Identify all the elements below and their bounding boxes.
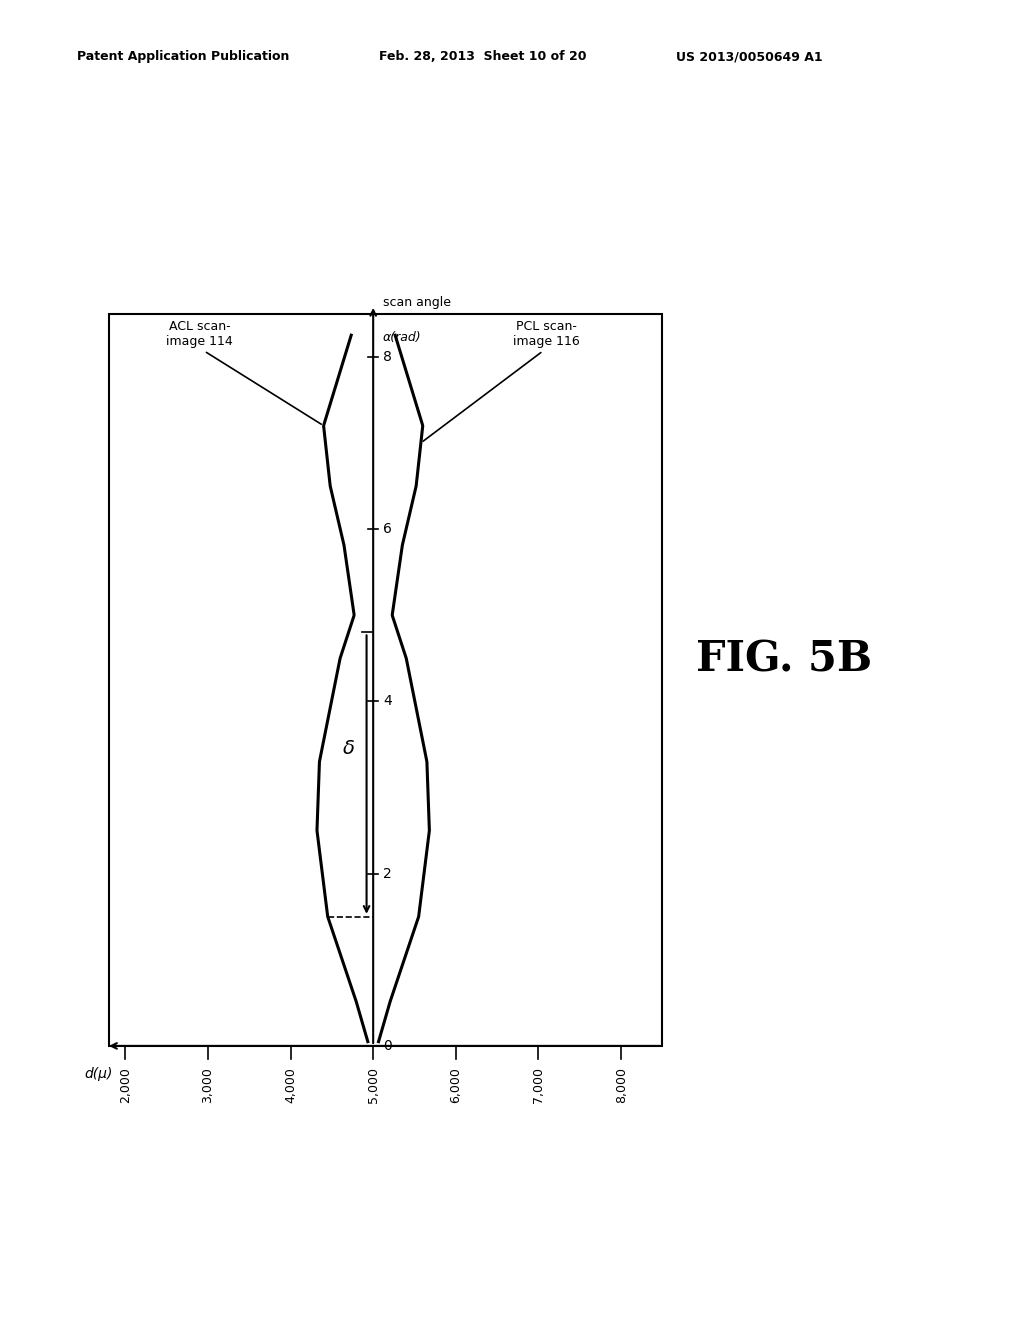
Text: 7,000: 7,000 bbox=[532, 1068, 545, 1104]
Bar bbox=[109, 314, 663, 1045]
Text: 4: 4 bbox=[383, 694, 392, 709]
Text: scan angle: scan angle bbox=[383, 297, 452, 309]
Text: 8: 8 bbox=[383, 350, 392, 364]
Text: 5,000: 5,000 bbox=[367, 1068, 380, 1104]
Text: 2,000: 2,000 bbox=[119, 1068, 132, 1104]
Text: Patent Application Publication: Patent Application Publication bbox=[77, 50, 289, 63]
Text: 0: 0 bbox=[383, 1039, 392, 1053]
Text: FIG. 5B: FIG. 5B bbox=[696, 639, 872, 681]
Text: PCL scan-
image 116: PCL scan- image 116 bbox=[423, 321, 581, 441]
Text: ACL scan-
image 114: ACL scan- image 114 bbox=[166, 321, 322, 424]
Text: Feb. 28, 2013  Sheet 10 of 20: Feb. 28, 2013 Sheet 10 of 20 bbox=[379, 50, 587, 63]
Text: 4,000: 4,000 bbox=[284, 1068, 297, 1104]
Text: 8,000: 8,000 bbox=[614, 1068, 628, 1104]
Text: 3,000: 3,000 bbox=[202, 1068, 214, 1104]
Text: 2: 2 bbox=[383, 867, 392, 880]
Text: 6,000: 6,000 bbox=[450, 1068, 462, 1104]
Text: 6: 6 bbox=[383, 521, 392, 536]
Text: δ: δ bbox=[342, 739, 354, 758]
Text: US 2013/0050649 A1: US 2013/0050649 A1 bbox=[676, 50, 822, 63]
Text: α(rad): α(rad) bbox=[383, 331, 422, 343]
Text: d(μ): d(μ) bbox=[85, 1068, 113, 1081]
